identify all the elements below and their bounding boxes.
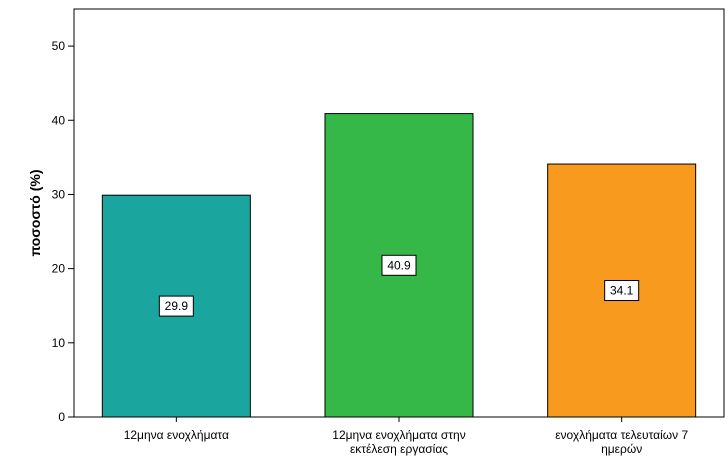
y-tick-label: 20 [52, 262, 66, 276]
x-tick-label: 12μηνα ενοχλήματα [124, 428, 229, 442]
y-tick-label: 10 [52, 336, 66, 350]
x-tick-label: ενοχλήματα τελευταίων 7 [555, 428, 688, 442]
y-tick-label: 50 [52, 39, 66, 53]
data-label: 40.9 [387, 258, 411, 272]
y-axis: 0 10 20 30 40 50 [52, 39, 74, 424]
data-label-box [158, 295, 194, 317]
y-tick-label: 30 [52, 187, 66, 201]
data-label-box [604, 280, 640, 302]
data-label-box [381, 254, 417, 276]
x-tick-label: ημερών [601, 442, 642, 456]
y-axis-label: ποσοστό (%) [27, 169, 43, 256]
bars: 29.9 40.9 34.1 [101, 113, 697, 418]
x-axis: 12μηνα ενοχλήματα 12μηνα ενοχλήματα στηνε… [124, 417, 688, 456]
y-tick-label: 40 [52, 113, 66, 127]
data-label: 34.1 [610, 284, 634, 298]
y-tick-label: 0 [58, 410, 65, 424]
x-tick-label: εκτέλεση εργασίας [350, 442, 448, 456]
data-label: 29.9 [165, 299, 189, 313]
x-tick-label: 12μηνα ενοχλήματα στην [332, 428, 465, 442]
